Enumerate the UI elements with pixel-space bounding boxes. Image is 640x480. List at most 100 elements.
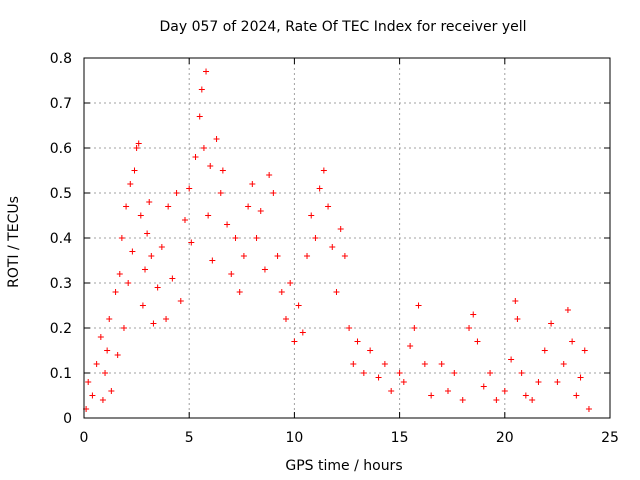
data-point: [480, 383, 487, 390]
data-point: [308, 212, 315, 219]
data-point: [207, 163, 214, 169]
data-point: [304, 253, 311, 259]
data-point: [104, 347, 111, 354]
data-point: [508, 356, 515, 363]
data-point: [129, 248, 136, 255]
data-point: [228, 271, 235, 277]
data-point: [367, 347, 374, 354]
data-point: [224, 221, 231, 228]
y-tick-label: 0.2: [50, 321, 72, 337]
data-point: [514, 316, 521, 322]
data-point: [169, 275, 176, 282]
data-point: [205, 212, 212, 219]
data-point: [407, 343, 414, 349]
x-tick-label: 25: [601, 430, 619, 446]
data-point: [192, 154, 199, 160]
data-point: [209, 257, 216, 264]
data-point: [120, 325, 127, 331]
data-point: [93, 361, 100, 367]
data-point: [133, 145, 140, 151]
data-point: [585, 406, 592, 412]
data-point: [459, 397, 466, 403]
data-point: [127, 181, 134, 187]
data-point: [102, 370, 109, 376]
data-point: [346, 325, 353, 331]
data-point: [341, 253, 348, 259]
data-point: [217, 190, 224, 196]
data-point: [219, 167, 226, 174]
data-point: [444, 388, 451, 394]
data-point: [564, 307, 571, 313]
y-axis-label: ROTI / TECUs: [6, 196, 22, 288]
data-point: [213, 136, 220, 142]
data-point: [261, 266, 268, 273]
data-point: [512, 298, 519, 304]
data-point: [112, 289, 119, 295]
data-point: [295, 302, 302, 309]
data-point: [577, 374, 584, 381]
y-tick-label: 0.3: [50, 276, 72, 292]
data-point: [257, 208, 264, 214]
data-point: [118, 235, 125, 241]
data-point: [360, 370, 367, 376]
data-point: [278, 289, 285, 295]
x-tick-label: 10: [285, 430, 303, 446]
y-tick-label: 0.7: [50, 96, 72, 112]
data-point: [125, 280, 132, 286]
data-point: [139, 302, 146, 309]
data-point: [144, 230, 151, 237]
data-point: [200, 145, 207, 151]
data-point: [548, 320, 555, 327]
data-point: [85, 379, 92, 385]
data-point: [131, 167, 138, 174]
data-point: [150, 320, 157, 327]
x-axis-label: GPS time / hours: [285, 458, 402, 474]
data-point: [381, 361, 388, 367]
data-point: [569, 338, 576, 345]
data-point: [274, 253, 281, 259]
y-tick-label: 0.5: [50, 186, 72, 202]
data-point: [116, 271, 123, 277]
data-point: [522, 392, 529, 399]
data-point: [388, 388, 395, 394]
data-point: [196, 113, 203, 120]
data-point: [518, 370, 525, 376]
data-point: [396, 370, 403, 376]
data-point: [554, 379, 561, 385]
data-point: [142, 266, 149, 273]
data-point: [581, 347, 588, 354]
data-point: [529, 397, 536, 403]
data-point: [400, 379, 407, 385]
data-point: [411, 325, 418, 331]
data-point: [186, 185, 193, 192]
chart-title: Day 057 of 2024, Rate Of TEC Index for r…: [159, 19, 526, 35]
data-point: [312, 235, 319, 241]
data-point: [438, 361, 445, 367]
data-point: [299, 329, 306, 336]
data-point: [560, 361, 567, 367]
data-point: [173, 190, 180, 196]
data-point: [375, 374, 382, 381]
data-point: [316, 185, 323, 192]
y-tick-label: 0.4: [50, 231, 72, 247]
y-tick-label: 0: [63, 411, 72, 427]
data-point: [337, 226, 344, 232]
data-point: [428, 392, 435, 399]
data-point: [123, 203, 130, 210]
data-point: [240, 253, 247, 259]
y-tick-label: 0.6: [50, 141, 72, 157]
data-point: [287, 280, 294, 286]
y-tick-label: 0.1: [50, 366, 72, 382]
data-point: [291, 338, 298, 345]
data-point: [474, 338, 481, 345]
data-point: [493, 397, 500, 403]
data-point: [266, 172, 273, 178]
data-point: [282, 316, 289, 322]
data-point: [421, 361, 428, 367]
data-point: [451, 370, 458, 376]
data-point: [541, 347, 548, 354]
x-tick-label: 0: [80, 430, 89, 446]
data-point: [89, 392, 96, 399]
data-point: [137, 212, 144, 219]
